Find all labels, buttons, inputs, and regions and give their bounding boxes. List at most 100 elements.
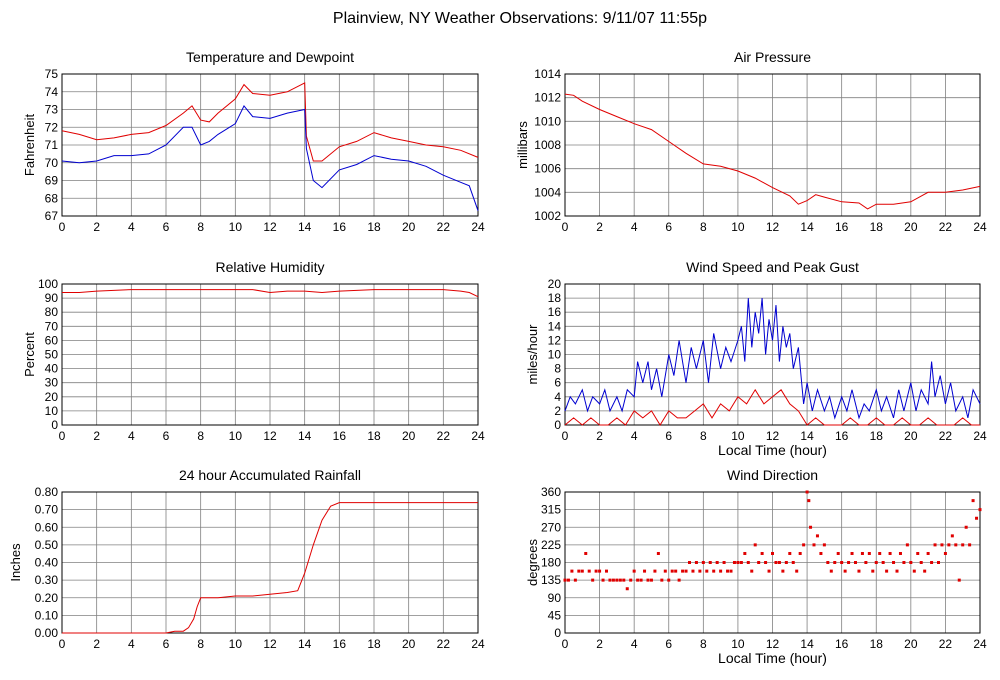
- data-point: [573, 578, 577, 582]
- y-tick-label: 1012: [534, 91, 561, 105]
- data-point: [933, 543, 937, 547]
- y-axis-label: miles/hour: [525, 324, 540, 385]
- data-point: [930, 561, 934, 564]
- data-point: [760, 551, 764, 555]
- y-tick-label: 73: [45, 103, 59, 117]
- data-point: [895, 569, 899, 573]
- data-point: [701, 561, 705, 564]
- x-tick-label: 22: [437, 637, 451, 651]
- data-point: [871, 569, 875, 573]
- data-point: [698, 569, 702, 573]
- x-axis-label: Local Time (hour): [718, 650, 827, 666]
- y-tick-label: 40: [45, 362, 59, 376]
- y-tick-label: 74: [45, 85, 59, 99]
- data-point: [577, 569, 581, 573]
- data-point: [598, 569, 602, 573]
- data-point: [622, 578, 626, 582]
- data-point: [978, 508, 982, 512]
- y-tick-label: 75: [45, 67, 59, 81]
- x-tick-label: 2: [596, 220, 603, 234]
- y-tick-label: 1006: [534, 162, 561, 176]
- x-tick-label: 0: [562, 220, 569, 234]
- y-tick-label: 0: [554, 418, 561, 432]
- x-tick-label: 6: [665, 220, 672, 234]
- data-point: [649, 578, 653, 582]
- data-point: [812, 543, 816, 547]
- data-point: [715, 561, 719, 564]
- data-point: [943, 551, 947, 555]
- y-tick-label: 80: [45, 305, 59, 319]
- plot-frame: [61, 283, 479, 426]
- x-tick-label: 12: [263, 429, 277, 443]
- y-tick-label: 71: [45, 138, 59, 152]
- plot-frame: [61, 73, 479, 217]
- y-tick-label: 225: [541, 538, 561, 552]
- data-point: [615, 578, 619, 582]
- data-point: [674, 569, 678, 573]
- data-point: [898, 551, 902, 555]
- chart-direction: 0 2 4 6 8 10 12 14 16 18 20 22 240459013518022527031…: [525, 467, 987, 666]
- x-tick-label: 0: [59, 429, 66, 443]
- y-tick-label: 45: [548, 608, 562, 622]
- x-tick-label: 4: [631, 429, 638, 443]
- x-tick-label: 18: [870, 637, 884, 651]
- data-point: [892, 561, 896, 564]
- x-tick-label: 20: [402, 220, 416, 234]
- y-tick-label: 0.20: [35, 591, 59, 605]
- x-tick-label: 6: [163, 429, 170, 443]
- x-tick-label: 22: [437, 429, 451, 443]
- data-point: [722, 561, 726, 564]
- x-tick-label: 16: [835, 637, 849, 651]
- x-tick-label: 24: [471, 220, 485, 234]
- y-tick-label: 12: [548, 333, 562, 347]
- chart-title: Relative Humidity: [216, 259, 325, 275]
- data-point: [753, 543, 757, 547]
- x-tick-label: 14: [298, 637, 312, 651]
- data-point: [584, 551, 588, 555]
- chart-title: Temperature and Dewpoint: [186, 49, 354, 65]
- x-tick-label: 6: [665, 637, 672, 651]
- chart-title: Wind Speed and Peak Gust: [686, 259, 859, 275]
- y-tick-label: 0.40: [35, 556, 59, 570]
- x-tick-label: 12: [263, 637, 277, 651]
- data-point: [708, 561, 712, 564]
- data-point: [636, 578, 640, 582]
- series-line-red: [61, 82, 479, 162]
- y-tick-label: 270: [541, 520, 561, 534]
- data-point: [791, 561, 795, 564]
- data-point: [905, 543, 909, 547]
- data-point: [625, 587, 629, 591]
- x-tick-label: 18: [870, 220, 884, 234]
- data-point: [732, 561, 736, 564]
- x-tick-label: 0: [562, 637, 569, 651]
- data-point: [854, 561, 857, 564]
- chart-pressure: 0 2 4 6 8 10 12 14 16 18 20 22 241002100410061008101…: [515, 49, 987, 234]
- data-point: [923, 569, 927, 573]
- chart-rain: 0 2 4 6 8 10 12 14 16 18 20 22 240.000.100.200.300.4…: [8, 467, 485, 651]
- x-tick-label: 24: [973, 220, 987, 234]
- y-tick-label: 10: [548, 348, 562, 362]
- data-point: [729, 569, 733, 573]
- x-tick-label: 22: [939, 637, 953, 651]
- data-point: [802, 543, 806, 547]
- x-tick-label: 2: [596, 429, 603, 443]
- series-line-blue: [61, 104, 479, 211]
- x-tick-label: 8: [197, 429, 204, 443]
- data-point: [902, 561, 906, 564]
- x-tick-label: 20: [904, 220, 918, 234]
- y-tick-label: 6: [554, 376, 561, 390]
- x-tick-label: 10: [731, 220, 745, 234]
- data-point: [777, 561, 781, 564]
- x-tick-label: 10: [229, 220, 243, 234]
- x-tick-label: 22: [939, 429, 953, 443]
- data-point: [781, 569, 785, 573]
- x-tick-label: 4: [631, 220, 638, 234]
- series-line-red: [62, 502, 478, 634]
- y-tick-label: 1008: [534, 138, 561, 152]
- data-point: [570, 569, 574, 573]
- x-tick-label: 8: [700, 637, 707, 651]
- data-point: [847, 561, 851, 564]
- x-tick-label: 10: [731, 429, 745, 443]
- x-tick-label: 16: [333, 429, 347, 443]
